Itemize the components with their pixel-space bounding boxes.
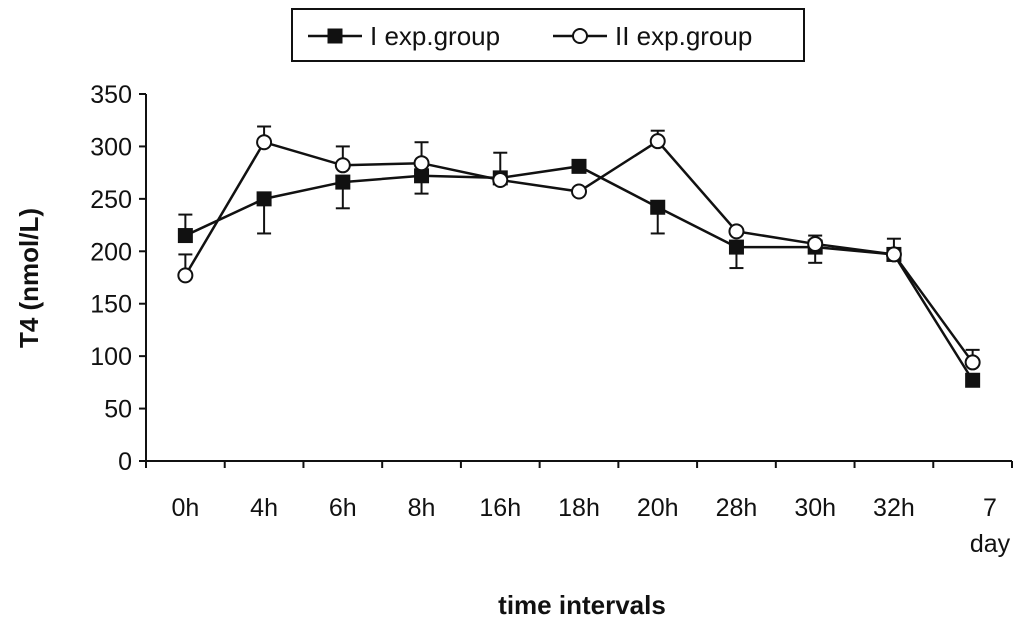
data-point-circle	[571, 183, 587, 200]
y-tick-label: 100	[90, 343, 132, 371]
data-point-square	[728, 239, 744, 255]
y-tick-label: 0	[118, 448, 132, 476]
legend-box	[291, 8, 805, 62]
data-point-circle	[807, 235, 824, 252]
data-point-circle	[492, 171, 509, 188]
data-point-circle	[728, 223, 745, 240]
data-point-circle	[334, 157, 351, 174]
y-axis-title: T4 (nmol/L)	[14, 208, 44, 348]
y-tick-label: 150	[90, 291, 132, 319]
x-axis-title: time intervals	[498, 590, 666, 620]
data-point-square	[177, 228, 193, 244]
x-tick-label: 18h	[558, 494, 600, 522]
data-point-circle	[177, 267, 194, 284]
x-tick-label: 32h	[873, 494, 915, 522]
y-tick-label: 50	[104, 396, 132, 424]
axes: 0 50 100 150 200 250 300 350 0h 4h 6h 8h 16h 18h 20h 28…	[90, 81, 1013, 558]
data-point-circle	[413, 155, 430, 172]
data-point-square	[650, 199, 666, 215]
data-point-square	[965, 372, 981, 388]
series-lines	[184, 139, 974, 381]
data-point-circle	[256, 134, 273, 151]
x-tick-label: 7	[983, 494, 997, 522]
legend-marker-square	[327, 28, 343, 44]
markers	[177, 133, 981, 388]
y-tick-label: 250	[90, 186, 132, 214]
x-tick-label: day	[970, 530, 1011, 558]
legend-marker-circle	[572, 28, 588, 44]
y-tick-label: 300	[90, 133, 132, 161]
data-point-square	[335, 174, 351, 190]
x-tick-label: 0h	[171, 494, 199, 522]
x-tick-label: 16h	[479, 494, 521, 522]
x-tick-label: 20h	[637, 494, 679, 522]
data-point-square	[256, 191, 272, 207]
x-tick-label: 30h	[794, 494, 836, 522]
data-point-circle	[885, 246, 902, 263]
legend-label: II exp.group	[615, 21, 752, 51]
x-tick-label: 8h	[408, 494, 436, 522]
data-point-square	[414, 168, 430, 184]
legend: I exp.group II exp.group	[291, 8, 805, 62]
x-tick-label: 4h	[250, 494, 278, 522]
x-tick-label: 6h	[329, 494, 357, 522]
y-tick-label: 200	[90, 238, 132, 266]
legend-label: I exp.group	[370, 21, 500, 51]
data-point-circle	[649, 133, 666, 150]
data-point-circle	[964, 354, 981, 371]
y-tick-label: 350	[90, 81, 132, 109]
data-point-square	[571, 158, 587, 174]
x-tick-label: 28h	[716, 494, 758, 522]
